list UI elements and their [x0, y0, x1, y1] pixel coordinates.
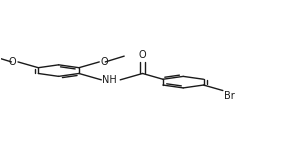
Text: Br: Br — [224, 91, 235, 101]
Text: O: O — [9, 57, 16, 67]
Text: O: O — [101, 57, 108, 67]
Text: O: O — [139, 50, 147, 60]
Text: NH: NH — [103, 75, 117, 85]
